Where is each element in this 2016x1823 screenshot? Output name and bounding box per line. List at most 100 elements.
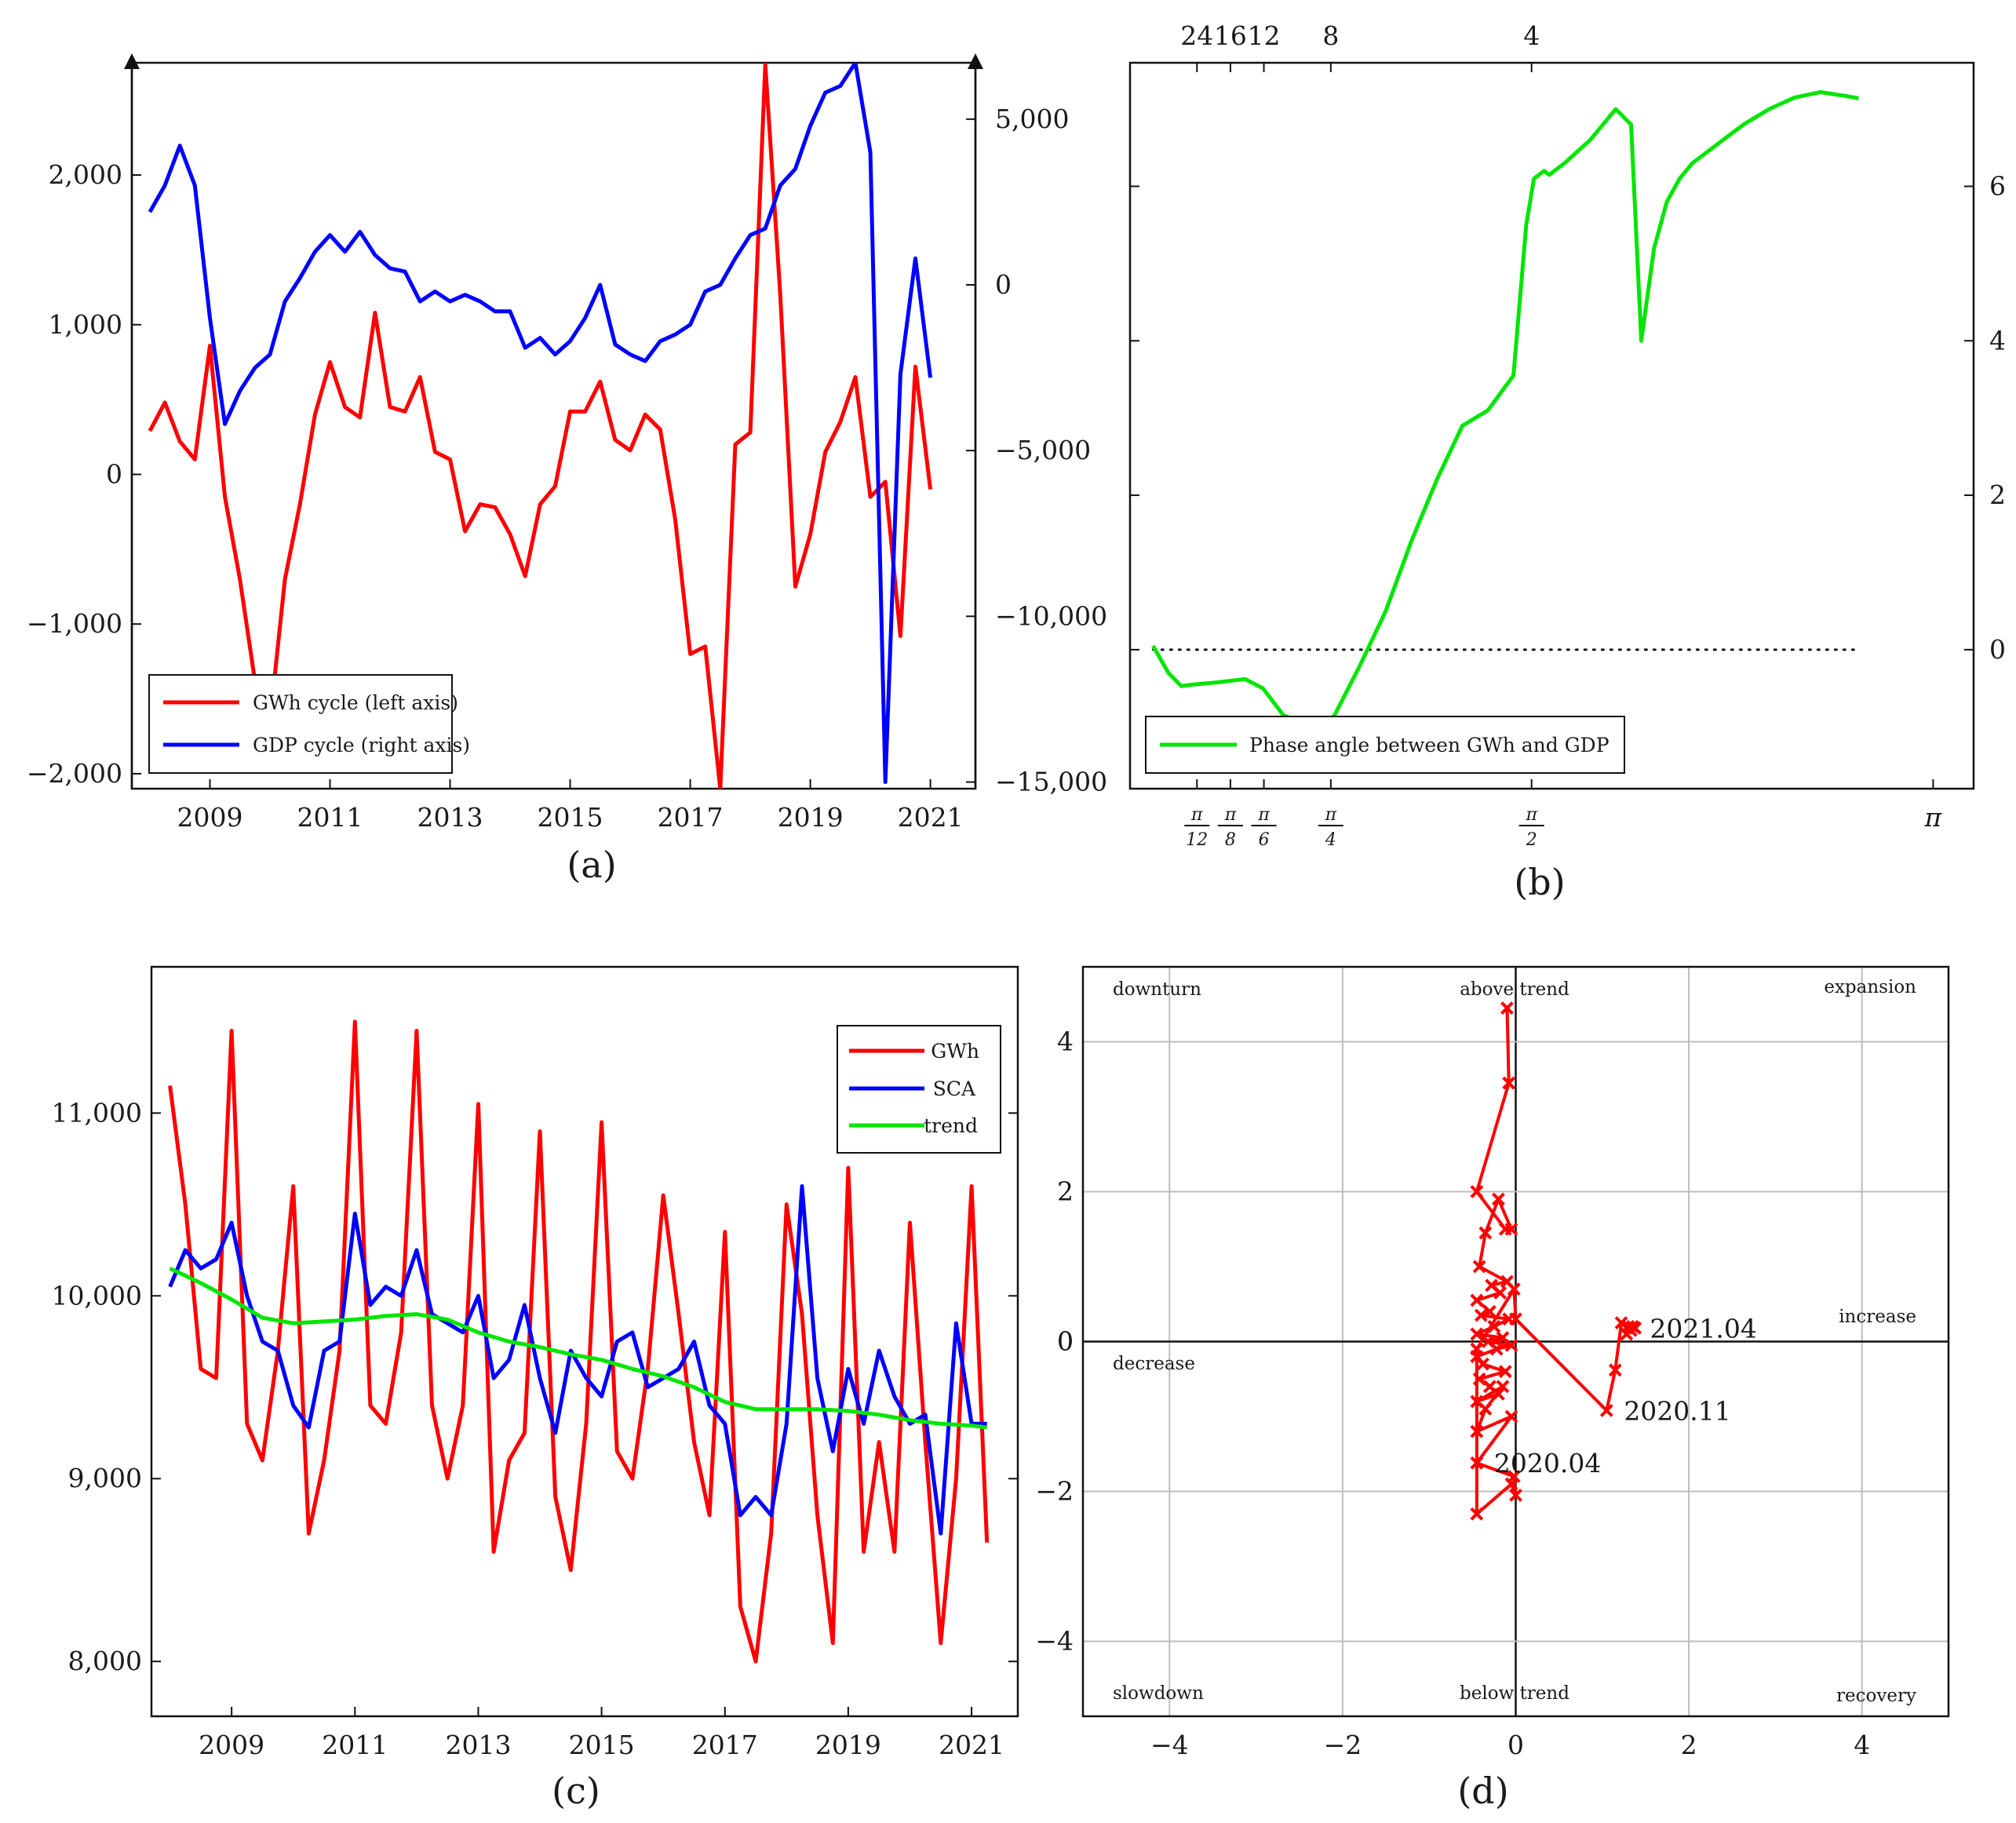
- trajectory-point: [1470, 1293, 1484, 1307]
- y-tick-label-2: 2: [1057, 1176, 1074, 1207]
- left-tick-label-0: 0: [106, 458, 122, 489]
- panel-c-legend: GWh SCA trend: [837, 1025, 1001, 1154]
- series-line-sca: [168, 1184, 987, 1536]
- right-tick-label-5-000: 5,000: [995, 104, 1069, 134]
- top-tick-label-12: 12: [1248, 20, 1281, 51]
- point-marker-stroke: [1485, 1278, 1499, 1293]
- y-tick-label-0: 0: [1057, 1326, 1074, 1357]
- trajectory-point: [1470, 1456, 1484, 1470]
- panel-b-right-ticks: 6 4 2 0: [1130, 170, 2006, 665]
- x-tick-label-2013: 2013: [445, 1730, 511, 1760]
- panel-a-label: (a): [567, 844, 616, 886]
- panel-d-quadrant-labels: downturn above trend expansion decrease …: [1113, 977, 1916, 1706]
- trajectory-point: [1608, 1363, 1622, 1377]
- point-marker-stroke: [1507, 1282, 1521, 1296]
- x-tick-label-4: −4: [1150, 1730, 1189, 1760]
- trajectory-point: [1628, 1321, 1642, 1335]
- series-line-gwh: [168, 1019, 990, 1664]
- trajectory-point: [1470, 1327, 1484, 1341]
- quadrant-label-expansion: expansion: [1824, 977, 1916, 997]
- right-tick-label-15-000: −15,000: [995, 767, 1107, 797]
- y-tick-label-9-000: 9,000: [68, 1463, 142, 1493]
- trajectory-point: [1487, 1319, 1501, 1333]
- trajectory-point: [1507, 1469, 1521, 1483]
- trajectory-point: [1474, 1308, 1488, 1322]
- x-tick-label-2015: 2015: [538, 802, 603, 833]
- y-tick-label-2: −2: [1035, 1476, 1074, 1507]
- quadrant-label-increase: increase: [1839, 1307, 1916, 1327]
- series-line-gwh-cycle: [148, 63, 933, 789]
- trajectory-point: [1478, 1402, 1493, 1416]
- x-tick-label-2019: 2019: [778, 802, 844, 833]
- bottom-tick-denominator-1: 8: [1225, 830, 1236, 850]
- right-tick-label-10-000: −10,000: [995, 600, 1107, 631]
- x-tick-label-2011: 2011: [322, 1730, 388, 1760]
- quadrant-label-downturn: downturn: [1113, 979, 1201, 1000]
- quadrant-label-recovery: recovery: [1836, 1686, 1916, 1706]
- x-tick-label-0: 0: [1507, 1730, 1524, 1760]
- panel-d-series: [1470, 1001, 1642, 1521]
- right-tick-label-4: 4: [1989, 325, 2006, 355]
- point-marker-stroke: [1470, 1327, 1484, 1341]
- point-marker-stroke: [1492, 1192, 1505, 1206]
- panel-d-annotations: 2021.04 2020.11 2020.04: [1494, 1313, 1757, 1478]
- legend-label-gwh: GWh: [931, 1040, 979, 1063]
- point-marker-stroke: [1628, 1321, 1642, 1335]
- series-line-trend: [169, 1267, 988, 1430]
- y-tick-label-4: 4: [1057, 1026, 1074, 1057]
- point-marker-stroke: [1502, 1076, 1516, 1090]
- trajectory-line: [1475, 1008, 1636, 1516]
- point-marker-stroke: [1496, 1380, 1510, 1394]
- trajectory-point: [1493, 1286, 1507, 1300]
- bottom-tick-label-pi: π: [1924, 802, 1943, 833]
- point-marker-stroke: [1500, 1001, 1514, 1015]
- point-marker-stroke: [1509, 1488, 1522, 1502]
- trajectory-point: [1507, 1282, 1521, 1296]
- panel-b-series: [1151, 89, 1860, 729]
- point-marker-stroke: [1482, 1380, 1497, 1394]
- left-tick-label-1-000: 1,000: [49, 309, 122, 340]
- trajectory-point: [1489, 1342, 1504, 1356]
- point-marker-stroke: [1482, 1304, 1497, 1318]
- right-tick-label-0: 0: [1989, 634, 2006, 665]
- trajectory-point: [1509, 1488, 1522, 1502]
- x-tick-label-2013: 2013: [417, 802, 483, 833]
- x-tick-label-2021: 2021: [939, 1730, 1004, 1760]
- panel-d-label: (d): [1457, 1770, 1508, 1812]
- point-marker-stroke: [1474, 1308, 1488, 1322]
- bottom-tick-numerator-1: π: [1224, 805, 1237, 825]
- panel-c-x-ticks: 2009 2011 2013 2015 2017 2019 2021: [199, 1707, 1004, 1760]
- trajectory-point: [1476, 1357, 1490, 1371]
- x-tick-label-2017: 2017: [692, 1730, 758, 1760]
- point-marker-stroke: [1470, 1185, 1484, 1198]
- quadrant-label-above-trend: above trend: [1460, 979, 1569, 1000]
- x-tick-label-2: −2: [1324, 1730, 1362, 1760]
- legend-label-sca: SCA: [933, 1077, 976, 1100]
- point-marker-stroke: [1492, 1387, 1505, 1401]
- trajectory-point: [1470, 1424, 1484, 1438]
- point-marker-stroke: [1470, 1424, 1484, 1438]
- left-tick-label-1-000: −1,000: [27, 608, 122, 639]
- trajectory-point: [1492, 1387, 1505, 1401]
- trajectory-point: [1478, 1226, 1493, 1240]
- annotation-2020-11: 2020.11: [1624, 1395, 1730, 1426]
- point-marker-stroke: [1509, 1312, 1522, 1326]
- point-marker-stroke: [1507, 1469, 1521, 1483]
- left-tick-label-2-000: 2,000: [49, 159, 122, 190]
- panel-c: 2009 2011 2013 2015 2017 2019 2021 11,000 10,00…: [52, 965, 1019, 1812]
- legend-label-gwh-cycle: GWh cycle (left axis): [253, 691, 458, 714]
- point-marker-stroke: [1498, 1365, 1512, 1379]
- legend-label-phase-angle: Phase angle between GWh and GDP: [1249, 734, 1610, 757]
- y-tick-label-8-000: 8,000: [68, 1646, 142, 1676]
- y-tick-label-4: −4: [1035, 1626, 1074, 1657]
- panel-d-frame: [1081, 965, 1950, 1718]
- quadrant-label-slowdown: slowdown: [1113, 1683, 1204, 1704]
- point-marker-stroke: [1599, 1403, 1613, 1417]
- x-tick-label-4: 4: [1854, 1730, 1870, 1760]
- panel-a-x-ticks: 2009 2011 2013 2015 2017 2019 2021: [177, 779, 964, 833]
- panel-b-legend: Phase angle between GWh and GDP: [1145, 716, 1625, 774]
- point-marker-stroke: [1470, 1293, 1484, 1307]
